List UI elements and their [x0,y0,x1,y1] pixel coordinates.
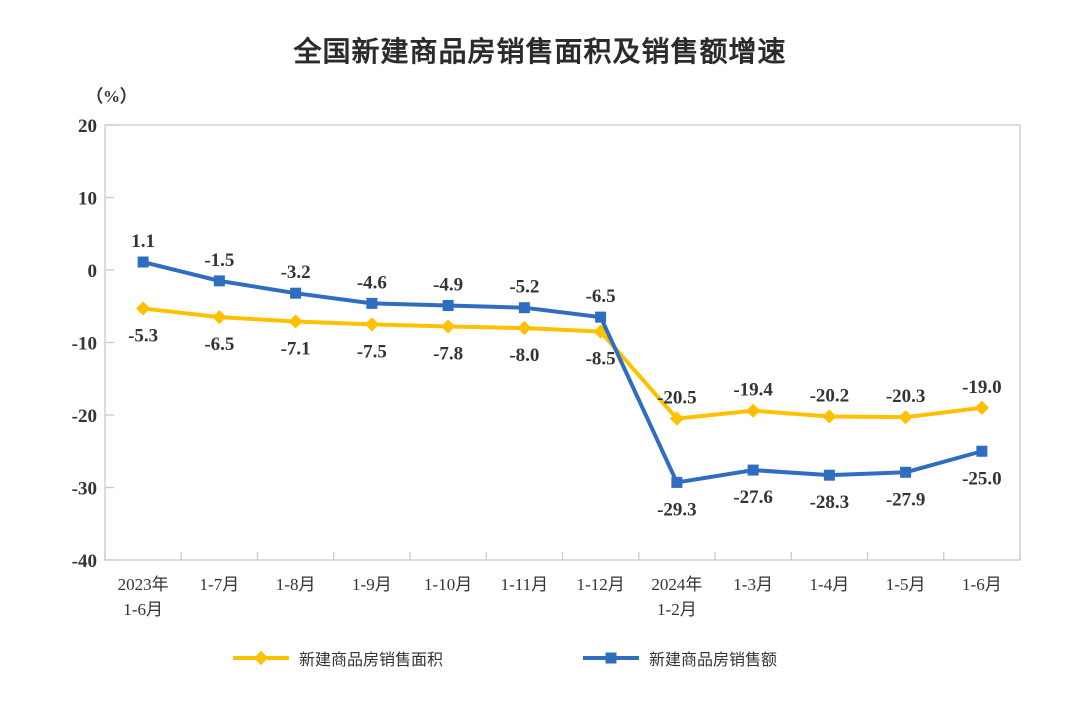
data-label: -4.9 [433,275,463,296]
data-label: -3.2 [281,262,311,283]
data-label: -25.0 [962,468,1002,489]
data-point-diamond [136,301,151,316]
data-label: -7.1 [281,338,311,359]
data-label: -29.3 [657,499,697,520]
data-label: -4.6 [357,272,387,293]
data-label: -19.4 [733,380,773,401]
data-label: -1.5 [204,250,234,271]
x-tick-label: 1-11月 [501,575,549,594]
data-point-square [137,256,149,268]
y-axis-unit-label: （%） [86,87,137,106]
data-label: -7.5 [357,341,387,362]
data-point-square [366,297,378,309]
plot-area-border [104,124,1021,561]
x-tick-label: 1-6月 [962,575,1002,594]
x-tick-label: 1-6月 [123,600,163,619]
data-point-square [442,300,454,312]
square-marker-icon [605,652,617,664]
x-tick-label: 1-4月 [810,575,850,594]
y-axis: 20 10 0 -10 -20 -30 -40 [72,116,114,572]
data-label: -27.9 [886,489,926,510]
data-label: -5.2 [509,277,539,298]
x-tick-label: 2024年 [651,575,702,594]
data-point-square [823,469,835,481]
y-tick-label: -10 [72,334,97,355]
data-label: -28.3 [810,492,850,513]
data-label: 1.1 [131,231,155,252]
data-label: -20.2 [810,385,850,406]
data-point-diamond [669,411,684,426]
diamond-marker-icon [253,650,269,666]
data-point-diamond [822,409,837,424]
data-label: -8.5 [586,349,616,370]
x-axis: 2023年 1-6月 1-7月 1-8月 1-9月 1-10月 1-11月 1-12月 2024… [104,552,1021,619]
data-point-diamond [288,314,303,329]
x-tick-label: 1-7月 [200,575,240,594]
legend: 新建商品房销售面积 新建商品房销售额 [0,646,1045,670]
data-point-square [518,302,530,314]
y-tick-label: 0 [88,261,98,282]
legend-label-sales-area: 新建商品房销售面积 [298,652,443,669]
x-tick-label: 1-8月 [276,575,316,594]
data-point-diamond [212,310,227,325]
data-point-diamond [517,320,532,336]
x-tick-label: 1-10月 [424,575,472,594]
chart-title: 全国新建商品房销售面积及销售额增速 [293,36,787,67]
sales-value-line-icon [583,652,639,664]
data-label: -6.5 [586,286,616,307]
data-point-diamond [441,319,456,334]
data-label: -27.6 [733,487,773,508]
data-point-square [595,311,607,323]
data-point-diamond [974,400,989,415]
series-line [141,306,984,421]
data-point-square [213,275,225,287]
data-label: -19.0 [962,377,1002,398]
y-tick-label: -40 [72,551,97,572]
data-label: -20.3 [886,386,926,407]
data-point-diamond [898,410,913,425]
series-line [141,260,984,485]
y-tick-label: 10 [78,189,97,210]
legend-label-sales-value: 新建商品房销售额 [649,652,778,669]
data-point-square [976,445,988,457]
series-sales-value: 1.1 -1.5 -3.2 -4.6 -4.9 -5.2 -6.5 -29.3 -27.6 -28… [131,231,1001,520]
x-tick-label: 1-3月 [733,575,773,594]
x-tick-label: 1-9月 [352,575,392,594]
legend-item-sales-value: 新建商品房销售额 [583,646,777,670]
x-tick-label: 1-12月 [577,575,625,594]
data-point-square [900,466,912,478]
data-point-diamond [364,317,379,332]
data-point-square [290,287,302,299]
data-label: -8.0 [509,345,539,366]
data-label: -7.8 [433,344,463,365]
y-tick-label: -30 [72,479,97,500]
x-tick-label: 2023年 [118,575,169,594]
legend-item-sales-area: 新建商品房销售面积 [232,646,443,670]
sales-area-line-icon [232,650,289,666]
data-label: -6.5 [204,334,234,355]
data-point-diamond [746,403,761,418]
y-tick-label: 20 [78,116,97,137]
x-tick-label: 1-2月 [657,600,697,619]
line-chart: 20 10 0 -10 -20 -30 -40 2023年 1-6月 1-7月 1-8月 1-9月 1-… [72,116,1021,619]
data-label: -5.3 [128,325,158,346]
y-tick-label: -20 [72,406,97,427]
series-sales-area: -5.3 -6.5 -7.1 -7.5 -7.8 -8.0 -8.5 -20.5 -19.4 -2… [128,301,1002,426]
x-tick-label: 1-5月 [886,575,926,594]
data-point-square [747,464,759,476]
data-point-square [671,476,683,488]
data-label: -20.5 [657,388,697,409]
